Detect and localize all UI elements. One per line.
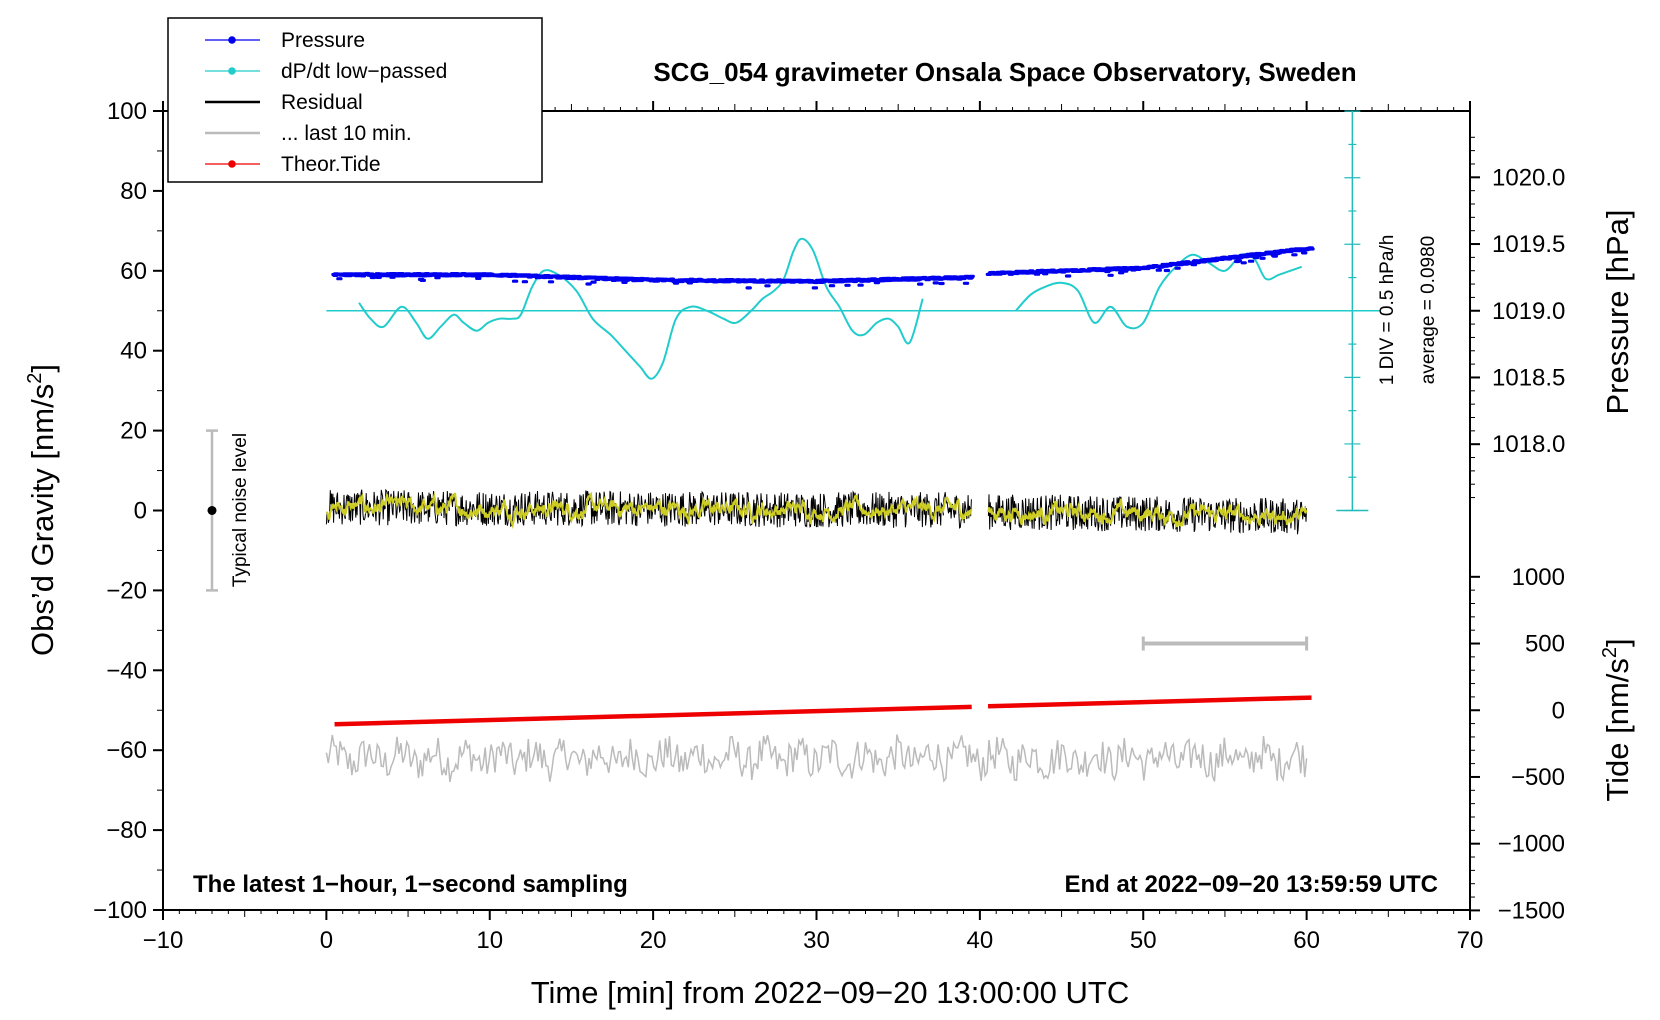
x-tick-label: 40 bbox=[967, 927, 994, 954]
x-tick-label: 60 bbox=[1293, 927, 1320, 954]
y-tick-label: 80 bbox=[120, 178, 147, 205]
x-axis-label: Time [min] from 2022−09−20 13:00:00 UTC bbox=[531, 975, 1130, 1010]
theor-tide-line bbox=[987, 695, 1312, 709]
chart-title: SCG_054 gravimeter Onsala Space Observat… bbox=[653, 57, 1356, 87]
y-tick-label: −60 bbox=[106, 737, 147, 764]
pressure-tick-label: 1019.0 bbox=[1492, 298, 1565, 325]
y-tick-label: −80 bbox=[106, 817, 147, 844]
pressure-axis-ticks: 1020.0 1019.5 1019.0 1018.5 1018.0 bbox=[1470, 136, 1565, 499]
noise-level-indicator bbox=[206, 429, 219, 592]
tide-axis-label-sup: 2 bbox=[1599, 647, 1621, 658]
pressure-tick-label: 1020.0 bbox=[1492, 164, 1565, 191]
legend-label: dP/dt low−passed bbox=[281, 60, 447, 83]
tide-tick-label: 500 bbox=[1525, 631, 1565, 658]
tide-tick-label: −1500 bbox=[1498, 897, 1565, 924]
y-axis-label-left-end: ] bbox=[25, 364, 60, 373]
y-axis-ticks: 100 80 60 40 20 0 −20 −40 −60 −80 −100 bbox=[93, 98, 163, 924]
x-tick-label: 50 bbox=[1130, 927, 1157, 954]
y-tick-label: 0 bbox=[134, 498, 147, 525]
legend: Pressure dP/dt low−passed Residual ... last… bbox=[167, 17, 543, 183]
tide-tick-label: −1000 bbox=[1498, 831, 1565, 858]
x-tick-label: −10 bbox=[143, 927, 184, 954]
tide-axis-label-text: Tide [nm/s bbox=[1600, 658, 1635, 802]
y-tick-label: 40 bbox=[120, 338, 147, 365]
legend-label: Theor.Tide bbox=[281, 153, 381, 176]
theor-tide-line bbox=[334, 704, 972, 727]
scale-div-label: 1 DIV = 0.5 hPa/h bbox=[1377, 235, 1398, 386]
noise-label: Typical noise level bbox=[230, 433, 251, 587]
legend-marker bbox=[228, 160, 236, 168]
pressure-tick-label: 1019.5 bbox=[1492, 231, 1565, 258]
y-axis-label-left-sup: 2 bbox=[24, 373, 46, 384]
last-10-min-line bbox=[325, 734, 1308, 783]
dpdt-scale-bar bbox=[326, 110, 1381, 512]
y-tick-label: 20 bbox=[120, 418, 147, 445]
pressure-tick-label: 1018.5 bbox=[1492, 364, 1565, 391]
y-tick-label: 100 bbox=[107, 98, 147, 125]
x-tick-label: 10 bbox=[476, 927, 503, 954]
last-10-min-bracket bbox=[1141, 636, 1309, 651]
legend-label: ... last 10 min. bbox=[281, 122, 412, 145]
tide-axis-label: Tide [nm/s2] bbox=[1599, 638, 1635, 801]
y-tick-label: −20 bbox=[106, 577, 147, 604]
series-group bbox=[325, 237, 1315, 783]
x-tick-label: 20 bbox=[640, 927, 667, 954]
legend-label: Residual bbox=[281, 91, 363, 114]
dpdt-line bbox=[358, 237, 924, 380]
tide-tick-label: 0 bbox=[1552, 697, 1565, 724]
legend-label: Pressure bbox=[281, 29, 365, 52]
legend-box bbox=[167, 17, 543, 183]
pressure-axis-label: Pressure [hPa] bbox=[1600, 209, 1635, 414]
x-axis-ticks: −10 0 10 20 30 40 50 60 70 bbox=[143, 101, 1484, 954]
y-axis-label-left-text: Obs’d Gravity [nm/s bbox=[25, 384, 60, 656]
y-tick-label: −40 bbox=[106, 657, 147, 684]
y-axis-label-left: Obs’d Gravity [nm/s2] bbox=[24, 364, 60, 656]
tide-axis-ticks: 1000 500 0 −500 −1000 −1500 bbox=[1470, 564, 1565, 924]
tide-axis-label-end: ] bbox=[1600, 638, 1635, 647]
scale-average-label: average = 0.0980 bbox=[1418, 236, 1439, 384]
tide-tick-label: 1000 bbox=[1512, 564, 1565, 591]
tide-tick-label: −500 bbox=[1511, 764, 1565, 791]
y-tick-label: 60 bbox=[120, 258, 147, 285]
legend-marker bbox=[228, 67, 236, 75]
pressure-points bbox=[331, 246, 1315, 290]
end-time-annotation: End at 2022−09−20 13:59:59 UTC bbox=[1064, 871, 1438, 898]
y-tick-label: −100 bbox=[93, 897, 147, 924]
legend-marker bbox=[228, 36, 236, 44]
x-tick-label: 0 bbox=[320, 927, 333, 954]
x-tick-label: 30 bbox=[803, 927, 830, 954]
pressure-tick-label: 1018.0 bbox=[1492, 431, 1565, 458]
noise-center-dot bbox=[207, 506, 217, 515]
dpdt-line bbox=[1015, 253, 1303, 330]
residual-smoothed-line bbox=[325, 491, 1308, 530]
x-tick-label: 70 bbox=[1457, 927, 1484, 954]
sampling-annotation: The latest 1−hour, 1−second sampling bbox=[193, 871, 628, 898]
